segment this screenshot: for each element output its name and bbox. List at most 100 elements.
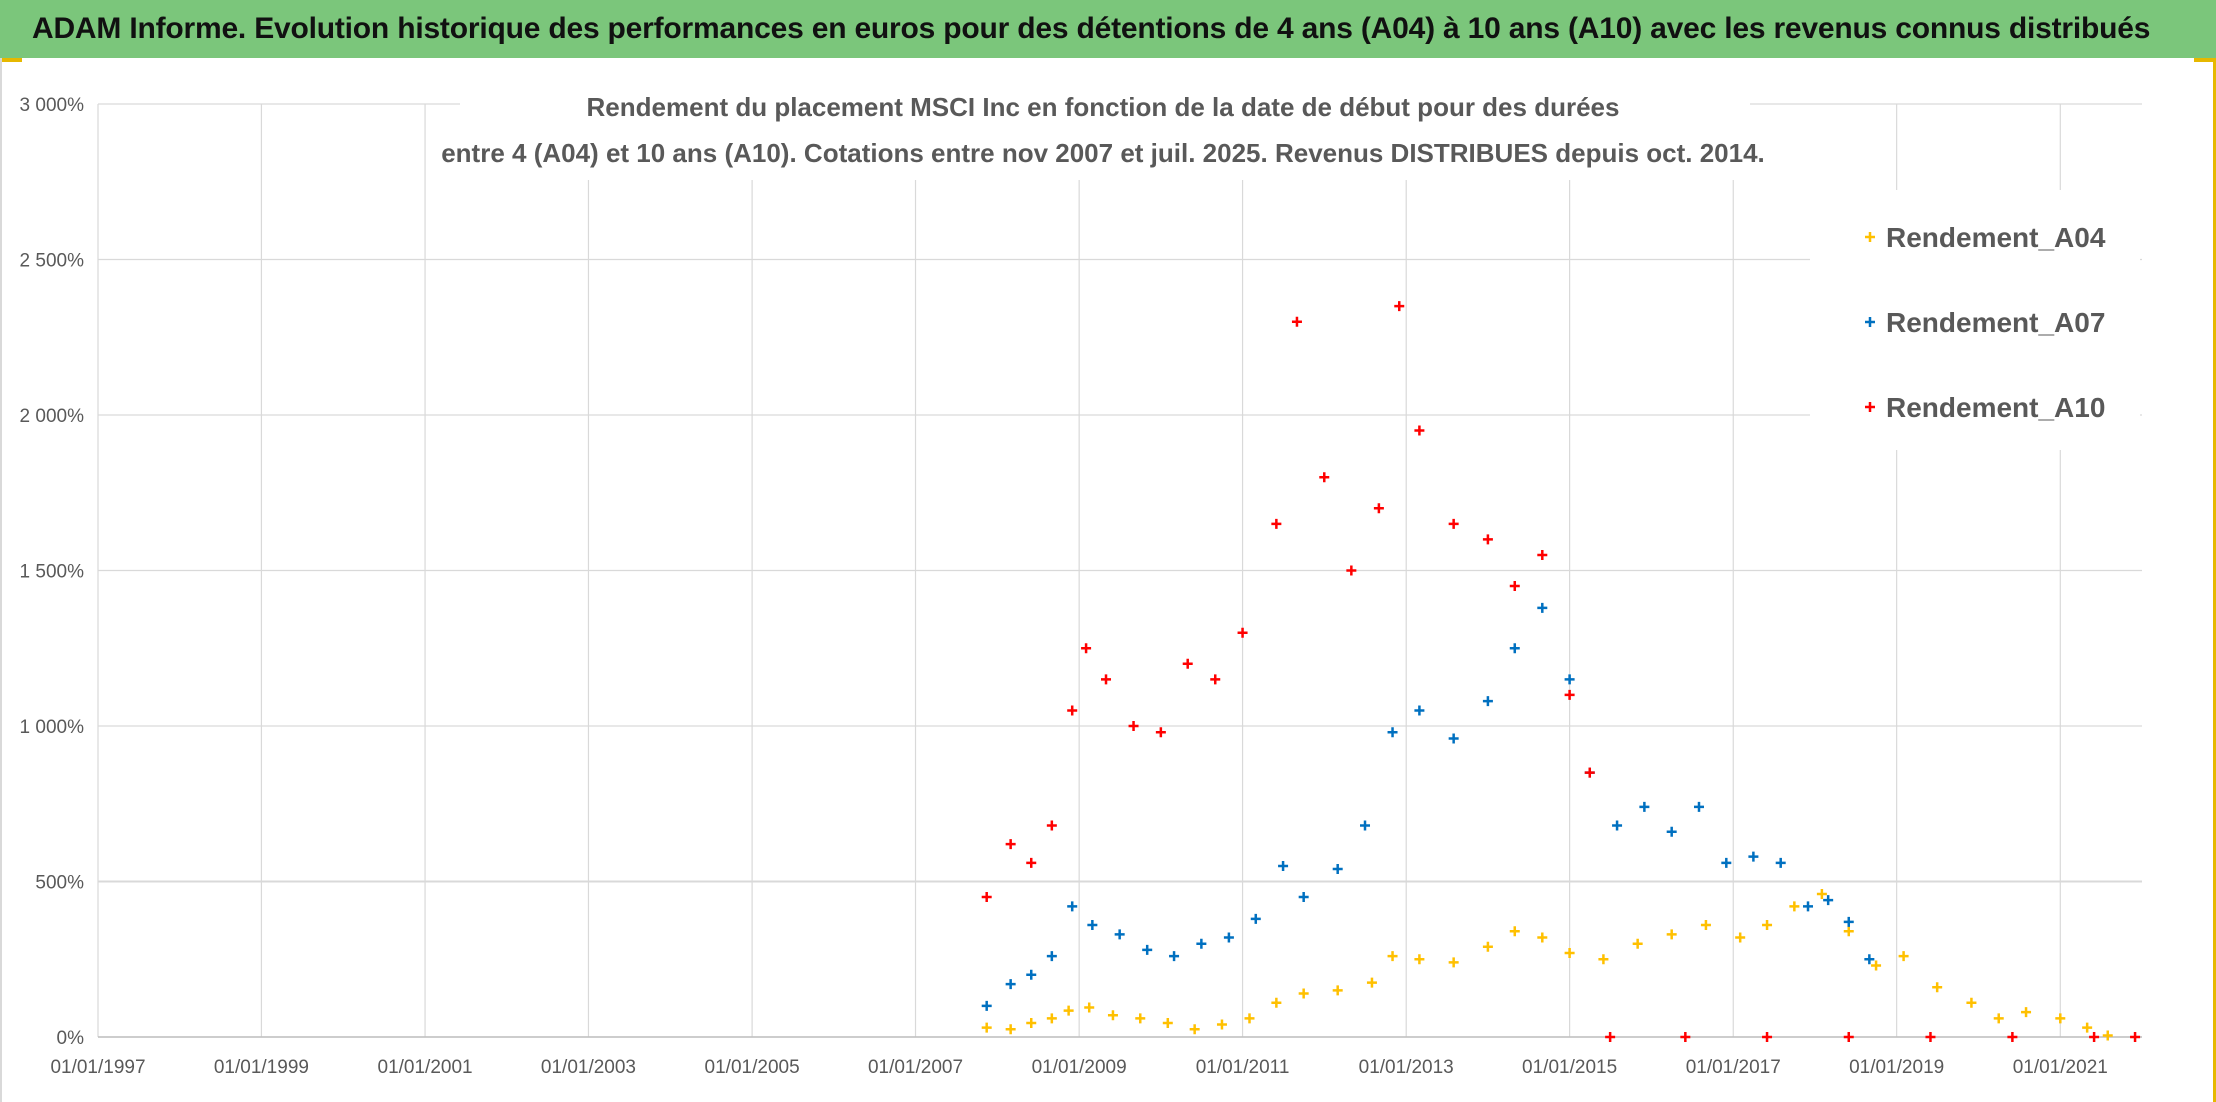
data-point <box>1823 895 1834 906</box>
data-point <box>1046 951 1057 962</box>
data-point <box>1189 1024 1200 1035</box>
data-point <box>1639 801 1650 812</box>
y-tick-label: 3 000% <box>20 95 85 116</box>
data-point <box>1843 926 1854 937</box>
data-point <box>1925 1032 1936 1042</box>
data-point <box>1864 954 1875 965</box>
data-point <box>1005 839 1016 850</box>
data-point <box>1084 1002 1095 1013</box>
frame-corner-right <box>2194 58 2216 62</box>
legend-label: Rendement_A10 <box>1886 392 2105 423</box>
data-point <box>1026 857 1037 868</box>
data-point <box>1966 997 1977 1008</box>
chart-title-background <box>460 80 1750 180</box>
data-point <box>1250 913 1261 924</box>
legend-marker <box>1865 317 1875 327</box>
data-point <box>1387 727 1398 738</box>
data-point <box>1605 1032 1616 1042</box>
y-tick-label: 2 500% <box>20 251 85 272</box>
data-point <box>1789 901 1800 912</box>
data-point <box>1564 674 1575 685</box>
data-point <box>1448 733 1459 744</box>
data-point <box>1537 602 1548 613</box>
data-point <box>1210 674 1221 685</box>
legend-marker <box>1865 402 1875 412</box>
y-tick-label: 500% <box>35 873 84 894</box>
legend-marker <box>1865 232 1875 242</box>
data-point <box>1278 860 1289 871</box>
y-tick-label: 1 000% <box>20 717 85 738</box>
data-point <box>1063 1005 1074 1016</box>
y-tick-label: 2 000% <box>20 406 85 427</box>
data-point <box>1598 954 1609 965</box>
x-tick-label: 01/01/2007 <box>868 1057 963 1078</box>
data-point <box>1155 727 1166 738</box>
data-point <box>1237 627 1248 638</box>
data-point <box>1319 472 1330 483</box>
series-Rendement_A07 <box>981 602 1875 1011</box>
x-tick-label: 01/01/2001 <box>378 1057 473 1078</box>
x-tick-label: 01/01/2019 <box>1849 1057 1944 1078</box>
data-point <box>1387 951 1398 962</box>
y-tick-label: 0% <box>57 1028 85 1049</box>
data-point <box>1632 938 1643 949</box>
data-point <box>1584 767 1595 778</box>
x-tick-label: 01/01/2003 <box>541 1057 636 1078</box>
series-Rendement_A10 <box>981 301 2141 1042</box>
data-point <box>981 1022 992 1033</box>
legend-label: Rendement_A04 <box>1886 222 2106 253</box>
data-point <box>1005 1024 1016 1035</box>
data-point <box>1135 1013 1146 1024</box>
page-title-banner: ADAM Informe. Evolution historique des p… <box>0 0 2216 58</box>
data-point <box>1932 982 1943 993</box>
data-point <box>1537 932 1548 943</box>
data-point <box>1182 658 1193 669</box>
chart-legend: Rendement_A04 Rendement_A07 Rendement_A10 <box>1810 190 2140 450</box>
data-point <box>1414 954 1425 965</box>
frame-corner-left <box>0 58 22 62</box>
data-point <box>1005 979 1016 990</box>
data-point <box>1394 301 1405 312</box>
data-point <box>1509 643 1520 654</box>
data-point <box>1537 549 1548 560</box>
data-point <box>1762 1032 1773 1042</box>
data-point <box>1666 929 1677 940</box>
data-points <box>981 301 2141 1042</box>
chart-title: Rendement du placement MSCI Inc en fonct… <box>441 80 1765 180</box>
data-point <box>2055 1013 2066 1024</box>
data-point <box>1026 1018 1037 1029</box>
data-point <box>1414 425 1425 436</box>
x-tick-label: 01/01/2021 <box>2013 1057 2108 1078</box>
data-point <box>1680 1032 1691 1042</box>
y-axis-tick-labels: 0% 500% 1 000% 1 500% 2 000% 2 500% 3 000% <box>20 95 85 1049</box>
series-Rendement_A04 <box>981 888 2113 1041</box>
data-point <box>1101 674 1112 685</box>
x-tick-label: 01/01/2015 <box>1522 1057 1617 1078</box>
x-tick-label: 01/01/2011 <box>1196 1057 1290 1078</box>
x-tick-label: 01/01/2013 <box>1359 1057 1454 1078</box>
data-point <box>1748 851 1759 862</box>
x-tick-label: 01/01/1999 <box>214 1057 309 1078</box>
legend-label: Rendement_A07 <box>1886 307 2105 338</box>
data-point <box>1735 932 1746 943</box>
y-tick-label: 1 500% <box>20 562 85 583</box>
data-point <box>1216 1019 1227 1030</box>
data-point <box>2021 1007 2032 1018</box>
data-point <box>1046 1013 1057 1024</box>
x-tick-label: 01/01/2009 <box>1032 1057 1127 1078</box>
x-axis-tick-labels: 01/01/1997 01/01/1999 01/01/2001 01/01/2003… <box>50 1057 2107 1078</box>
data-point <box>2102 1030 2113 1041</box>
data-point <box>1196 938 1207 949</box>
data-point <box>1843 916 1854 927</box>
data-point <box>1291 316 1302 327</box>
data-point <box>1107 1010 1118 1021</box>
chart-title-line-1: Rendement du placement MSCI Inc en fonct… <box>587 92 1620 122</box>
data-point <box>1666 826 1677 837</box>
page-title: ADAM Informe. Evolution historique des p… <box>32 12 2151 45</box>
data-point <box>1128 721 1139 731</box>
data-point <box>1700 920 1711 931</box>
data-point <box>1067 901 1078 912</box>
data-point <box>981 1000 992 1011</box>
data-point <box>1816 888 1827 899</box>
data-point <box>1509 926 1520 937</box>
